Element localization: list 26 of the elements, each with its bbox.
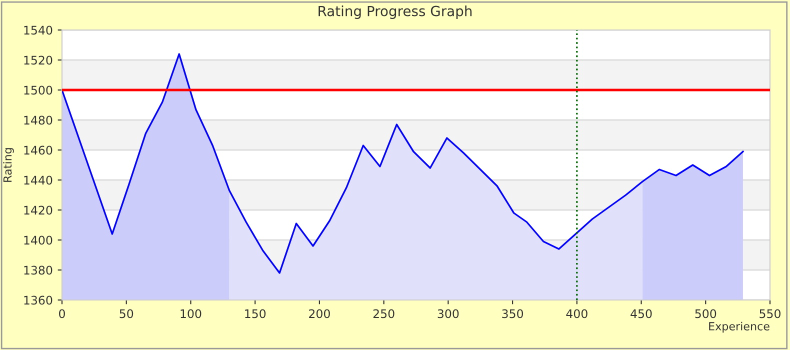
x-tick-label: 400 [566, 309, 588, 318]
x-tick-label: 150 [245, 309, 266, 318]
y-axis-title: Rating [3, 148, 14, 182]
x-tick-label: 500 [695, 309, 716, 318]
chart-title: Rating Progress Graph [318, 6, 472, 19]
y-tick-label: 1500 [24, 86, 52, 95]
y-tick-label: 1480 [24, 116, 52, 125]
x-tick-label: 300 [438, 309, 459, 318]
x-tick-label: 250 [373, 309, 394, 318]
y-tick-label: 1360 [24, 296, 52, 305]
y-tick-label: 1380 [24, 266, 52, 275]
x-tick-label: 450 [630, 309, 652, 318]
x-tick-label: 200 [309, 309, 330, 318]
y-tick-label: 1420 [24, 206, 52, 215]
y-tick-label: 1400 [24, 236, 52, 245]
y-tick-label: 1520 [24, 56, 52, 65]
y-tick-label: 1540 [24, 26, 52, 35]
y-tick-label: 1440 [24, 176, 52, 185]
x-tick-label: 550 [760, 309, 780, 318]
x-tick-label: 0 [59, 309, 65, 318]
y-tick-label: 1460 [24, 146, 52, 155]
x-tick-label: 50 [120, 309, 134, 318]
x-axis-title: Experience [709, 322, 770, 333]
line-series [62, 53, 744, 274]
x-tick-label: 100 [180, 309, 202, 318]
x-tick-label: 350 [502, 309, 524, 318]
